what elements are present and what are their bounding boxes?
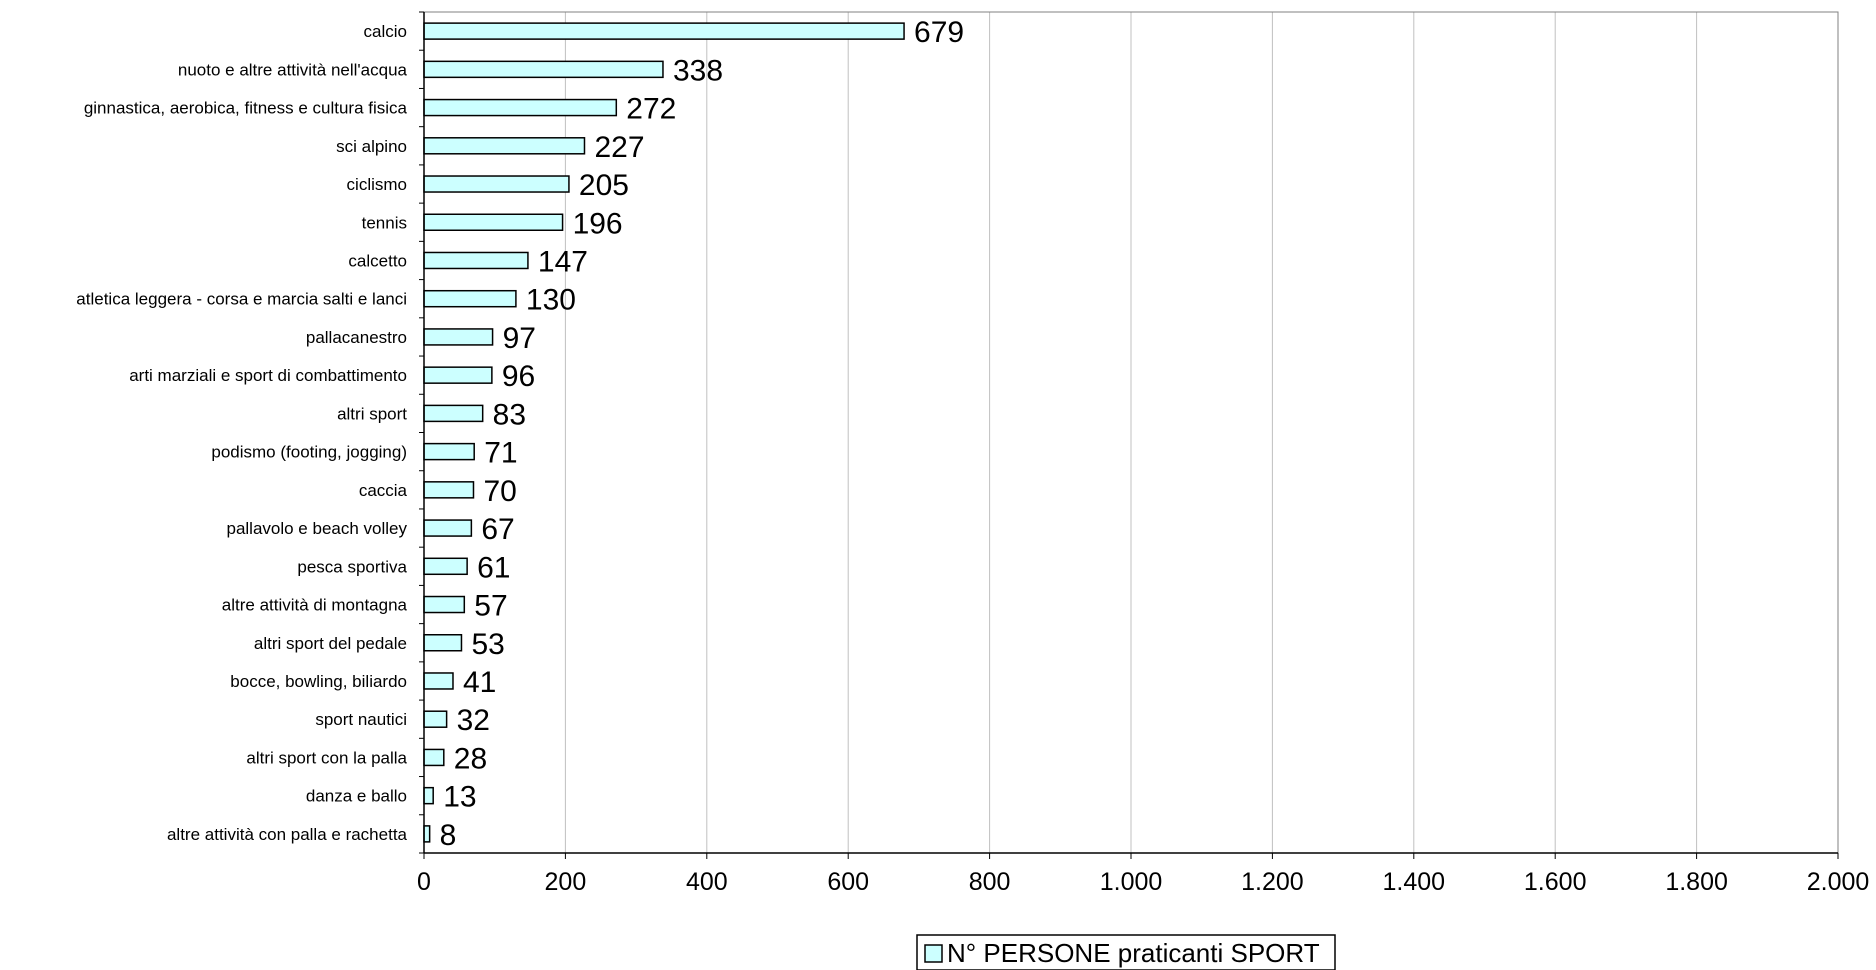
bar [423,60,664,79]
x-tick-label: 200 [545,868,587,896]
category-label: calcio [364,22,407,41]
value-label: 53 [471,628,504,661]
x-tick-label: 1.600 [1524,868,1587,896]
value-label: 96 [502,360,535,393]
category-label: altri sport del pedale [254,634,407,653]
x-tick-label: 600 [827,868,869,896]
bar [423,634,463,652]
category-label: nuoto e altre attività nell'acqua [178,60,408,79]
category-label: altri sport con la palla [246,748,407,767]
legend-swatch [924,944,943,963]
bar [423,328,494,346]
grid-lines [564,12,1839,853]
value-label: 147 [538,245,588,278]
bar [423,595,466,614]
category-label: pallacanestro [306,328,407,347]
value-label: 205 [579,169,629,202]
value-label: 67 [481,513,514,546]
value-label: 97 [503,322,536,355]
value-label: 8 [440,819,457,852]
category-label: calcetto [348,251,407,270]
category-label: ginnastica, aerobica, fitness e cultura … [84,99,408,118]
value-label: 83 [493,398,526,431]
value-label: 28 [454,742,487,775]
value-label: 679 [914,16,964,49]
x-tick-label: 2.000 [1807,868,1870,896]
category-label: sport nautici [315,710,407,729]
x-axis-ticks: 0 200 400 600 800 1.000 1.200 1.400 1.600 1.800 2.… [417,853,1869,896]
x-tick-label: 1.200 [1241,868,1304,896]
category-label: altri sport [337,404,407,423]
bar [423,289,517,308]
bar [423,481,475,499]
value-label: 41 [463,666,496,699]
bar [423,748,445,767]
category-label: arti marziali e sport di combattimento [129,366,407,385]
legend-box [916,934,1336,970]
category-label: sci alpino [336,137,407,156]
value-labels: 679 338 272 227 205 196 147 130 97 96 83 71 70 67 61 57… [440,16,964,852]
bar [423,366,493,384]
legend-label: N° PERSONE praticanti SPORT [947,938,1320,968]
value-label: 32 [457,704,490,737]
category-label: atletica leggera - corsa e marcia salti … [76,290,407,309]
x-tick-label: 1.400 [1383,868,1446,896]
bar [423,672,454,690]
bar [423,557,468,576]
x-tick-label: 800 [969,868,1011,896]
category-label: ciclismo [347,175,407,194]
value-label: 13 [443,781,476,814]
legend: N° PERSONE praticanti SPORT [916,934,1336,970]
category-label: bocce, bowling, biliardo [230,672,407,691]
bar [423,251,529,270]
category-label: pesca sportiva [297,557,407,576]
value-label: 227 [594,131,644,164]
value-label: 338 [673,54,723,87]
bar [423,825,431,843]
value-label: 61 [477,551,510,584]
bar [423,22,905,40]
category-labels: calcio nuoto e altre attività nell'acqua g… [76,22,407,844]
x-tick-label: 400 [686,868,728,896]
category-label: podismo (footing, jogging) [211,443,407,462]
bar [423,98,618,117]
bar [423,786,434,805]
x-tick-label: 0 [417,868,431,896]
bar [423,213,564,231]
bar [423,710,448,728]
bar [423,519,473,537]
category-label: caccia [359,481,408,500]
category-label: altre attività con palla e rachetta [167,825,408,844]
bar [423,137,586,155]
bars [423,22,905,843]
value-label: 272 [626,93,676,126]
bar [423,442,475,461]
x-tick-label: 1.000 [1100,868,1163,896]
value-label: 71 [484,437,517,470]
category-label: pallavolo e beach volley [226,519,407,538]
category-label: danza e ballo [306,787,407,806]
category-label: altre attività di montagna [222,596,408,615]
value-label: 196 [573,207,623,240]
bar [423,175,570,193]
value-label: 57 [474,590,507,623]
x-tick-label: 1.800 [1665,868,1728,896]
bar [423,404,484,423]
category-label: tennis [362,213,407,232]
value-label: 130 [526,284,576,317]
value-label: 70 [483,475,516,508]
